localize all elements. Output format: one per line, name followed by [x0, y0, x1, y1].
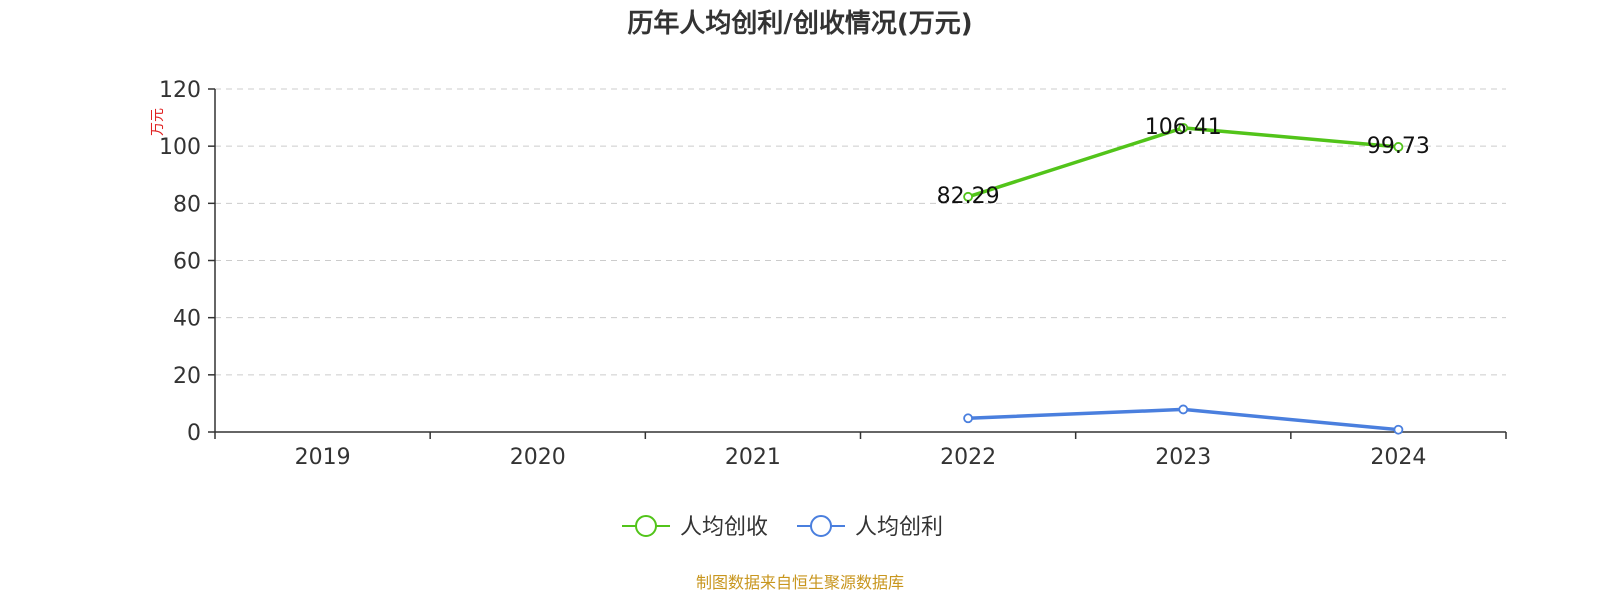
x-tick-label: 2023	[1155, 445, 1211, 470]
data-point[interactable]	[963, 191, 973, 202]
data-point[interactable]	[1393, 424, 1404, 435]
legend-item-0[interactable]: 人均创收	[622, 515, 768, 540]
y-tick-label: 60	[173, 250, 201, 275]
source-footer: 制图数据来自恒生聚源数据库	[696, 573, 904, 592]
x-tick-label: 2020	[510, 445, 566, 470]
y-tick-label: 40	[173, 307, 201, 332]
data-point[interactable]	[1393, 142, 1404, 152]
x-tick-label: 2019	[295, 445, 351, 470]
legend[interactable]: 人均创收 人均创利	[622, 515, 943, 540]
legend-circle-icon	[810, 515, 832, 537]
data-point[interactable]	[1178, 122, 1189, 133]
data-label: 82.29	[937, 184, 1000, 209]
y-tick-label: 120	[159, 78, 201, 103]
y-tick-label: 80	[173, 192, 201, 217]
x-tick-label: 2022	[940, 445, 996, 470]
series-lines	[963, 122, 1404, 435]
y-tick-label: 0	[187, 421, 201, 446]
grid-lines	[215, 88, 1506, 376]
legend-item-1[interactable]: 人均创利	[797, 515, 943, 540]
legend-label: 人均创收	[680, 515, 768, 540]
data-point[interactable]	[1178, 404, 1189, 415]
axes: 0 20 40 60 80 100 120 2019 2020 2021 2022 2023 2024	[159, 78, 1507, 470]
data-label: 106.41	[1145, 115, 1222, 140]
x-tick-label: 2021	[725, 445, 781, 470]
data-point[interactable]	[963, 413, 973, 424]
y-tick-label: 20	[173, 364, 201, 389]
chart-title: 历年人均创利/创收情况(万元)	[627, 8, 972, 39]
x-tick-label: 2024	[1370, 445, 1426, 470]
y-tick-label: 100	[159, 135, 201, 160]
y-axis-label: 万元	[150, 108, 166, 136]
data-labels: 82.29 106.41 99.73	[937, 115, 1430, 209]
legend-circle-icon	[635, 515, 657, 537]
data-label: 99.73	[1367, 134, 1430, 159]
legend-label: 人均创利	[855, 515, 943, 540]
